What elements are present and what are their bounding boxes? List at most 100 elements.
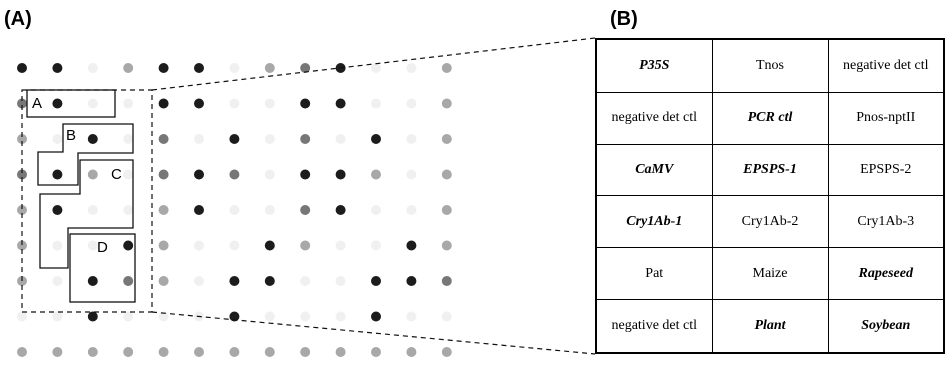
spot bbox=[300, 170, 310, 180]
spot bbox=[442, 312, 452, 322]
spot bbox=[336, 241, 346, 251]
spot bbox=[442, 63, 452, 73]
region-label: C bbox=[111, 166, 122, 183]
spot bbox=[265, 205, 275, 215]
table-cell: negative det ctl bbox=[596, 300, 712, 353]
spot bbox=[442, 205, 452, 215]
table-cell: Soybean bbox=[828, 300, 944, 353]
table-cell: negative det ctl bbox=[596, 92, 712, 144]
spot bbox=[371, 170, 381, 180]
spot bbox=[52, 312, 62, 322]
spot bbox=[88, 170, 98, 180]
figure: (A) (B) A B C D P35STnosnegative det ctl… bbox=[0, 0, 952, 368]
spot bbox=[159, 276, 169, 286]
spot bbox=[52, 276, 62, 286]
spot bbox=[88, 347, 98, 357]
spot bbox=[159, 205, 169, 215]
spot bbox=[442, 241, 452, 251]
spot bbox=[194, 241, 204, 251]
region-label: A bbox=[32, 95, 42, 112]
spot bbox=[300, 134, 310, 144]
spot bbox=[265, 312, 275, 322]
spot bbox=[336, 312, 346, 322]
spot bbox=[300, 241, 310, 251]
spot bbox=[300, 312, 310, 322]
table-cell: CaMV bbox=[596, 144, 712, 196]
spot bbox=[194, 276, 204, 286]
spot bbox=[229, 170, 239, 180]
spot bbox=[159, 347, 169, 357]
spot bbox=[336, 134, 346, 144]
spot bbox=[88, 63, 98, 73]
spot bbox=[336, 205, 346, 215]
spot bbox=[265, 347, 275, 357]
dot-array bbox=[17, 63, 452, 357]
zoom-outline bbox=[22, 38, 595, 354]
table-cell: Plant bbox=[712, 300, 828, 353]
table-cell: Rapeseed bbox=[828, 248, 944, 300]
spot bbox=[229, 241, 239, 251]
panel-label: (A) bbox=[4, 8, 32, 30]
spot bbox=[265, 99, 275, 109]
spot bbox=[52, 134, 62, 144]
spot bbox=[88, 276, 98, 286]
spot bbox=[194, 347, 204, 357]
spot bbox=[123, 312, 133, 322]
spot bbox=[406, 99, 416, 109]
region-outlines bbox=[27, 90, 135, 302]
spot bbox=[371, 312, 381, 322]
spot bbox=[406, 312, 416, 322]
spot bbox=[406, 205, 416, 215]
spot bbox=[123, 276, 133, 286]
spot bbox=[336, 170, 346, 180]
spot bbox=[265, 241, 275, 251]
spot bbox=[194, 134, 204, 144]
spot bbox=[17, 63, 27, 73]
table-cell: Maize bbox=[712, 248, 828, 300]
region-label: B bbox=[66, 127, 76, 144]
spot bbox=[371, 134, 381, 144]
spot bbox=[300, 205, 310, 215]
spot bbox=[229, 134, 239, 144]
spot bbox=[194, 99, 204, 109]
table-cell: Tnos bbox=[712, 39, 828, 92]
panel-label: (B) bbox=[610, 8, 638, 30]
spot bbox=[336, 347, 346, 357]
region-label: D bbox=[97, 239, 108, 256]
spot bbox=[229, 276, 239, 286]
table-cell: negative det ctl bbox=[828, 39, 944, 92]
spot bbox=[406, 347, 416, 357]
spot bbox=[300, 276, 310, 286]
spot bbox=[194, 170, 204, 180]
spot bbox=[123, 99, 133, 109]
table-cell: P35S bbox=[596, 39, 712, 92]
spot bbox=[17, 347, 27, 357]
table-cell: Cry1Ab-2 bbox=[712, 196, 828, 248]
spot bbox=[265, 63, 275, 73]
spot bbox=[88, 205, 98, 215]
spot bbox=[159, 99, 169, 109]
table-cell: EPSPS-2 bbox=[828, 144, 944, 196]
spot bbox=[442, 170, 452, 180]
table-cell: EPSPS-1 bbox=[712, 144, 828, 196]
spot bbox=[229, 99, 239, 109]
spot bbox=[442, 347, 452, 357]
spot bbox=[123, 170, 133, 180]
spot bbox=[52, 170, 62, 180]
spot bbox=[406, 63, 416, 73]
spot bbox=[300, 99, 310, 109]
spot bbox=[194, 205, 204, 215]
table-cell: Pat bbox=[596, 248, 712, 300]
spot bbox=[265, 276, 275, 286]
spot bbox=[17, 312, 27, 322]
spot bbox=[406, 276, 416, 286]
spot bbox=[123, 241, 133, 251]
table-cell: Pnos-nptII bbox=[828, 92, 944, 144]
spot bbox=[52, 205, 62, 215]
spot bbox=[406, 134, 416, 144]
